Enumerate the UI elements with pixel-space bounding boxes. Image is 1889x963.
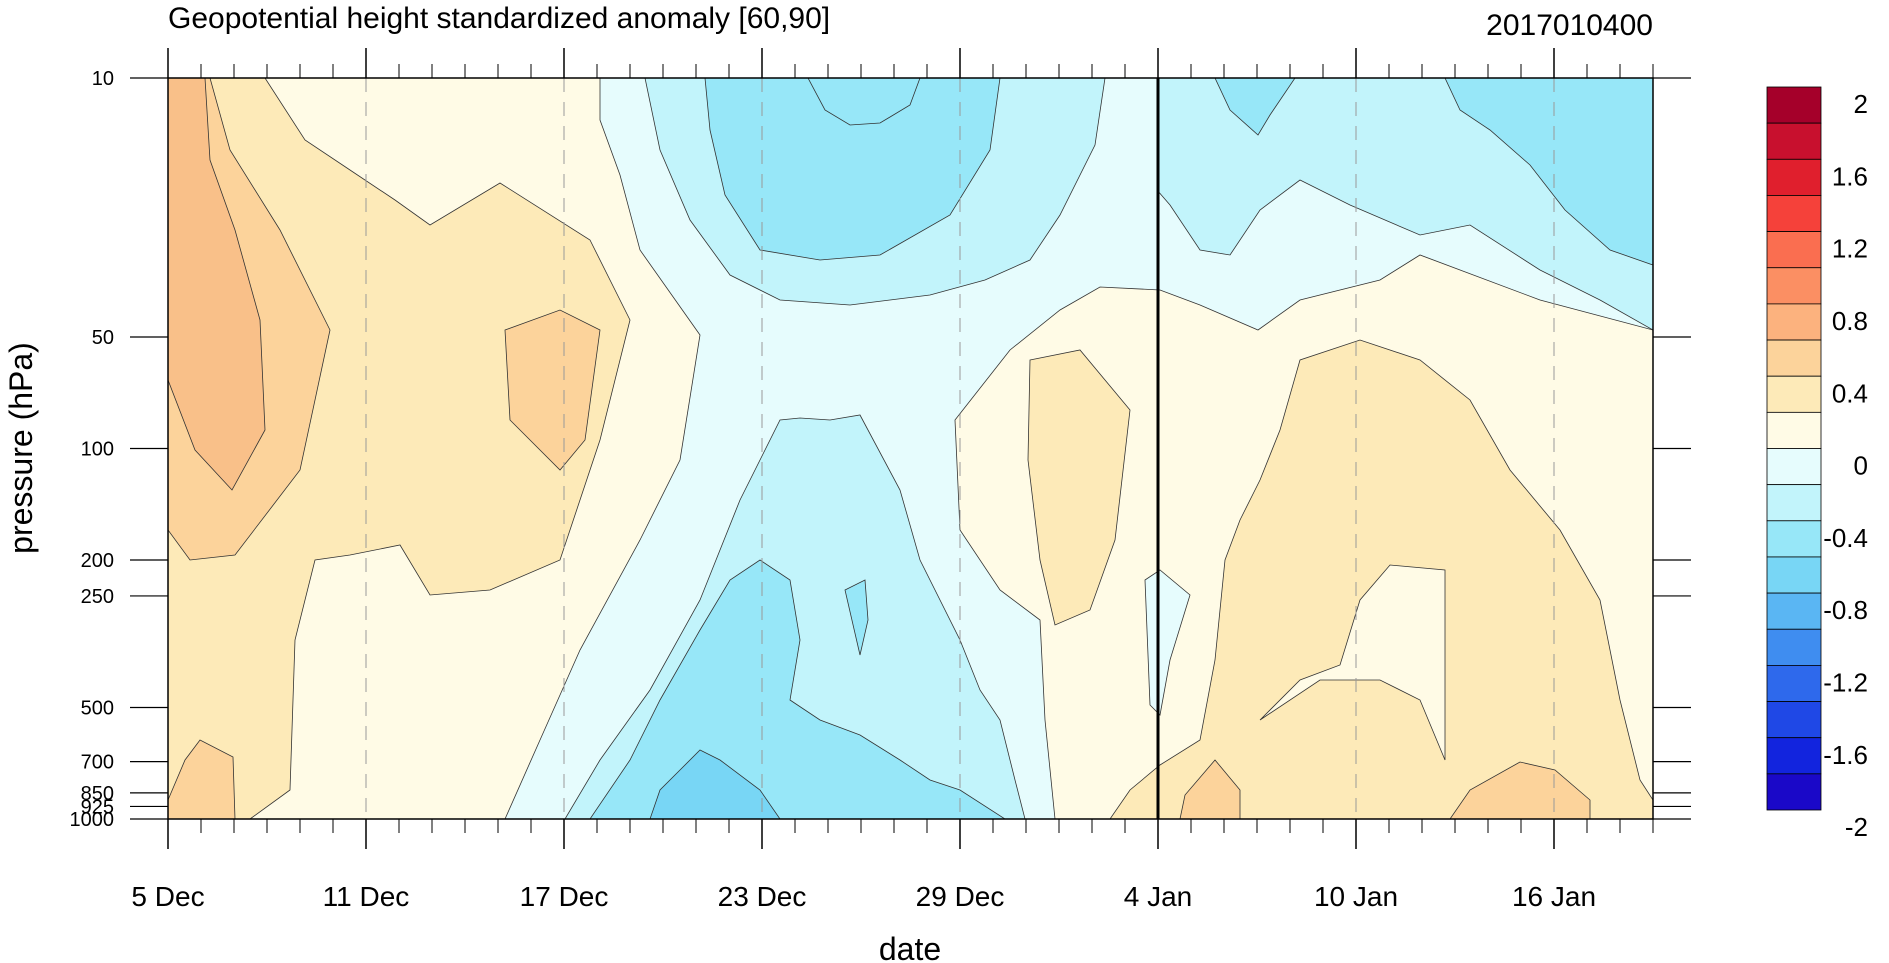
y-tick-label: 850 (81, 783, 114, 805)
contour-pos-blob-bottom-left (168, 739, 236, 819)
x-tick-label: 5 Dec (131, 881, 204, 912)
contour-neg-lower-strong (649, 749, 781, 819)
colorbar-label: -0.8 (1823, 595, 1868, 625)
contour-pos-right-mid (1027, 349, 1131, 626)
colorbar-swatch (1766, 158, 1822, 196)
contour-neg-upper-right-core (1444, 78, 1653, 266)
x-tick-label: 23 Dec (718, 881, 807, 912)
colorbar-swatch (1766, 86, 1822, 124)
contour-neg-blob-jan4 (1144, 569, 1191, 716)
colorbar-swatch (1766, 267, 1822, 305)
x-axis-ticks: 5 Dec 11 Dec 17 Dec 23 Dec 29 Dec 4 Jan 10 Jan… (131, 48, 1596, 912)
colorbar-swatch (1766, 448, 1822, 486)
plot-frame (167, 77, 1654, 820)
x-tick-label: 17 Dec (520, 881, 609, 912)
x-tick-label: 11 Dec (323, 881, 410, 912)
colorbar-label: -0.4 (1823, 523, 1868, 553)
contour-neg-upper-core (704, 78, 1001, 261)
y-tick-label: 500 (81, 697, 114, 719)
y-tick-label: 250 (81, 586, 114, 608)
colorbar-swatch (1766, 195, 1822, 232)
x-gridlines (365, 78, 1555, 819)
colorbar-label: 1.2 (1832, 234, 1868, 264)
colorbar-swatch (1766, 231, 1822, 269)
contour-neg-small-top (1214, 78, 1296, 136)
colorbar-swatch (1766, 375, 1822, 413)
colorbar-swatch (1766, 122, 1822, 160)
contour-fills (168, 78, 1653, 819)
colorbar-swatch (1766, 556, 1822, 594)
colorbar-swatch (1766, 592, 1822, 630)
chart-title: Geopotential height standardized anomaly… (168, 2, 830, 35)
colorbar-swatch (1766, 520, 1822, 558)
contour-neg-upper-core-2 (807, 78, 921, 126)
y-tick-label: 700 (81, 752, 114, 774)
y-tick-label: 10 (92, 68, 114, 90)
colorbar-swatch (1766, 339, 1822, 377)
x-tick-label: 10 Jan (1314, 881, 1398, 912)
colorbar-swatch (1766, 773, 1822, 811)
colorbar-label: 1.6 (1832, 161, 1868, 191)
contour-pos-left-core (168, 78, 266, 491)
y-tick-label: 100 (81, 439, 114, 461)
y-tick-label: 50 (92, 327, 114, 349)
colorbar-swatch (1766, 665, 1822, 702)
contour-pos-blob-dec17 (504, 309, 601, 471)
chart-subtitle-right: 2017010400 (1486, 9, 1653, 42)
colorbar-swatch (1766, 484, 1822, 522)
contour-neg-blob-dec26 (844, 579, 869, 656)
y-tick-label: 925 (81, 796, 114, 818)
colorbar-label: -1.6 (1823, 740, 1868, 770)
colorbar-swatch (1766, 628, 1822, 666)
colorbar-label: 0.8 (1832, 306, 1868, 336)
colorbar: 2 1.6 1.2 0.8 0.4 0 -0.4 -0.8 -1.2 -1.6 -2 (1766, 86, 1868, 842)
contour-pos-blob-bottom-2 (1449, 761, 1591, 819)
colorbar-swatch (1766, 701, 1822, 739)
x-axis-title: date (879, 931, 941, 963)
colorbar-swatch (1766, 737, 1822, 775)
contour-pos-blob-bottom-1 (1179, 759, 1241, 819)
colorbar-swatch (1766, 411, 1822, 449)
contour-pos-right-inner (1259, 564, 1446, 761)
y-tick-label: 1000 (70, 809, 115, 831)
x-tick-label: 4 Jan (1124, 881, 1193, 912)
colorbar-label: -1.2 (1823, 667, 1868, 697)
colorbar-swatch (1766, 303, 1822, 341)
colorbar-label: -2 (1845, 812, 1868, 842)
x-tick-label: 16 Jan (1512, 881, 1596, 912)
y-axis-title: pressure (hPa) (3, 342, 39, 554)
colorbar-label: 0 (1854, 451, 1868, 481)
colorbar-label: 2 (1854, 89, 1868, 119)
x-tick-label: 29 Dec (916, 881, 1005, 912)
contour-neg-lower-core (589, 559, 1006, 819)
x-minor-ticks (200, 64, 1654, 833)
colorbar-label: 0.4 (1832, 378, 1868, 408)
y-tick-label: 200 (81, 550, 114, 572)
